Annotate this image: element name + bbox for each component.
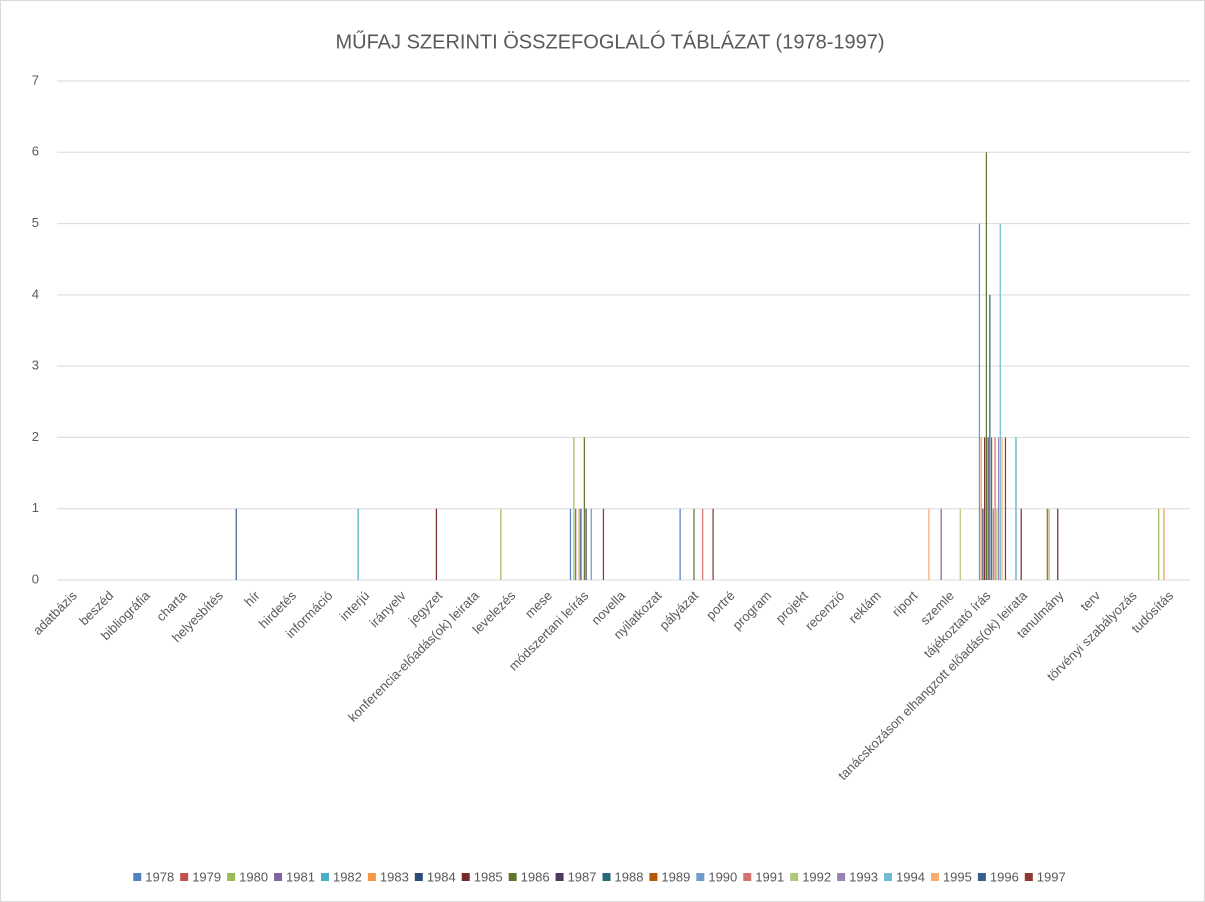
legend-swatch bbox=[180, 873, 189, 881]
bar bbox=[583, 437, 585, 580]
bar bbox=[590, 508, 592, 580]
bar bbox=[928, 508, 930, 580]
bar bbox=[1001, 437, 1003, 580]
bar bbox=[999, 223, 1001, 581]
bar bbox=[992, 508, 994, 580]
bar bbox=[585, 508, 587, 580]
bar bbox=[500, 508, 502, 580]
legend-label: 1980 bbox=[239, 869, 268, 884]
bar bbox=[940, 508, 942, 580]
y-tick-label: 1 bbox=[32, 500, 39, 515]
legend-swatch bbox=[227, 873, 236, 881]
bar bbox=[959, 508, 961, 580]
bar bbox=[1015, 437, 1017, 580]
bar bbox=[602, 508, 605, 580]
bar bbox=[1046, 508, 1048, 580]
bar bbox=[357, 508, 359, 580]
bar bbox=[580, 508, 582, 580]
legend-swatch bbox=[977, 873, 986, 881]
y-tick-label: 7 bbox=[32, 72, 39, 87]
bar bbox=[1163, 508, 1165, 580]
legend-swatch bbox=[320, 873, 329, 881]
chart-title: MŰFAJ SZERINTI ÖSSZEFOGLALÓ TÁBLÁZAT (19… bbox=[335, 30, 884, 53]
legend-label: 1995 bbox=[943, 869, 972, 884]
legend-swatch bbox=[790, 873, 799, 881]
bar bbox=[989, 294, 991, 580]
legend-label: 1983 bbox=[380, 869, 409, 884]
bar bbox=[987, 437, 989, 580]
y-tick-label: 6 bbox=[32, 144, 39, 159]
y-tick-label: 2 bbox=[32, 429, 39, 444]
bar bbox=[1057, 508, 1059, 580]
legend-swatch bbox=[884, 873, 893, 881]
legend-swatch bbox=[414, 873, 423, 881]
legend-swatch bbox=[837, 873, 846, 881]
legend-label: 1994 bbox=[896, 869, 925, 884]
legend-label: 1986 bbox=[521, 869, 550, 884]
bar bbox=[1004, 437, 1007, 580]
bar bbox=[573, 437, 575, 580]
legend-swatch bbox=[367, 873, 376, 881]
legend-label: 1988 bbox=[615, 869, 644, 884]
legend-swatch bbox=[274, 873, 283, 881]
bar bbox=[435, 508, 438, 580]
y-tick-label: 5 bbox=[32, 215, 39, 230]
bar bbox=[679, 508, 681, 580]
legend-label: 1978 bbox=[145, 869, 174, 884]
legend-label: 1984 bbox=[427, 869, 456, 884]
legend-swatch bbox=[133, 873, 142, 881]
bar bbox=[1048, 508, 1050, 580]
legend-label: 1991 bbox=[755, 869, 784, 884]
legend-label: 1987 bbox=[568, 869, 597, 884]
legend-label: 1992 bbox=[802, 869, 831, 884]
bar bbox=[997, 437, 1000, 580]
legend-swatch bbox=[508, 873, 517, 881]
legend-label: 1979 bbox=[192, 869, 221, 884]
y-tick-label: 0 bbox=[32, 571, 39, 586]
bar bbox=[982, 508, 984, 580]
bar bbox=[702, 508, 704, 580]
y-tick-label: 4 bbox=[32, 286, 39, 301]
bar bbox=[693, 508, 695, 580]
legend-label: 1996 bbox=[990, 869, 1019, 884]
legend-swatch bbox=[1024, 873, 1033, 881]
legend-swatch bbox=[696, 873, 705, 881]
legend-swatch bbox=[743, 873, 752, 881]
bar bbox=[569, 508, 572, 580]
bar bbox=[990, 437, 993, 580]
legend-swatch bbox=[930, 873, 939, 881]
bar bbox=[984, 437, 986, 580]
bar bbox=[978, 223, 981, 581]
legend-label: 1982 bbox=[333, 869, 362, 884]
bar bbox=[980, 437, 982, 580]
legend-label: 1985 bbox=[474, 869, 503, 884]
bar bbox=[1158, 508, 1160, 580]
bar bbox=[575, 508, 577, 580]
bar bbox=[235, 508, 237, 580]
bar bbox=[712, 508, 714, 580]
legend-label: 1981 bbox=[286, 869, 315, 884]
bar bbox=[996, 508, 998, 580]
legend-swatch bbox=[461, 873, 470, 881]
legend-swatch bbox=[649, 873, 658, 881]
bar bbox=[1020, 508, 1022, 580]
legend-swatch bbox=[555, 873, 564, 881]
legend-label: 1990 bbox=[708, 869, 737, 884]
legend-label: 1997 bbox=[1037, 869, 1066, 884]
legend-swatch bbox=[602, 873, 611, 881]
bar bbox=[994, 437, 996, 580]
legend-label: 1989 bbox=[661, 869, 690, 884]
bar bbox=[578, 508, 580, 580]
y-tick-label: 3 bbox=[32, 358, 39, 373]
legend-label: 1993 bbox=[849, 869, 878, 884]
bar bbox=[985, 152, 987, 581]
